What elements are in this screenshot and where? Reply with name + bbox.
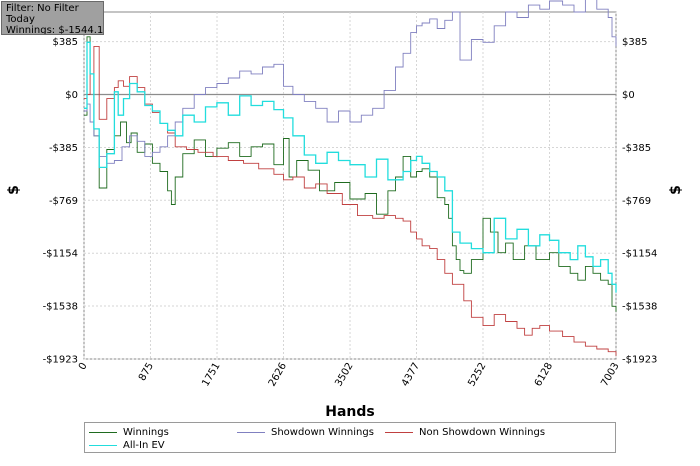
legend-item-showdown: Showdown Winnings bbox=[237, 426, 374, 438]
x-tick-label: 1751 bbox=[200, 361, 222, 389]
y-tick-label-right: -$1538 bbox=[622, 302, 657, 313]
legend-item-winnings: Winnings bbox=[89, 426, 169, 438]
y-tick-label-right: $385 bbox=[622, 37, 647, 48]
y-tick-label-left: -$1923 bbox=[43, 355, 78, 366]
x-tick-label: 4377 bbox=[400, 361, 422, 389]
y-tick-label-right: -$385 bbox=[622, 143, 651, 154]
y-tick-label-left: $385 bbox=[53, 37, 78, 48]
legend-label-showdown: Showdown Winnings bbox=[271, 426, 374, 438]
y-tick-label-right: -$769 bbox=[622, 196, 651, 207]
y-tick-label-right: -$1154 bbox=[622, 249, 657, 260]
period-label: Today bbox=[6, 14, 35, 25]
legend-item-all-in-ev: All-In EV bbox=[89, 439, 165, 451]
winnings-label: Winnings: $-1544.13 bbox=[6, 25, 104, 35]
y-axis-title-left: $ bbox=[6, 185, 22, 195]
series-line-all-in-ev bbox=[84, 41, 617, 293]
y-tick-label-left: -$1154 bbox=[43, 249, 78, 260]
filter-info-box: Filter: No Filter Today Winnings: $-1544… bbox=[1, 1, 104, 35]
x-tick-label: 3502 bbox=[333, 361, 355, 389]
legend-swatch-non-showdown bbox=[385, 431, 413, 433]
legend-swatch-all-in-ev bbox=[89, 444, 117, 446]
y-tick-label-left: -$385 bbox=[49, 143, 78, 154]
legend-swatch-winnings bbox=[89, 431, 117, 433]
y-tick-label-right: -$1923 bbox=[622, 355, 657, 366]
x-tick-label: 7003 bbox=[599, 361, 621, 389]
y-tick-label-left: $0 bbox=[65, 90, 78, 101]
legend-label-all-in-ev: All-In EV bbox=[123, 439, 165, 451]
y-axis-title-right: $ bbox=[668, 185, 684, 195]
series-line-non-showdown-winnings bbox=[84, 45, 617, 356]
series-layer bbox=[84, 0, 617, 356]
y-tick-label-left: -$769 bbox=[49, 196, 78, 207]
x-axis-title: Hands bbox=[325, 404, 375, 420]
x-tick-label: 875 bbox=[137, 361, 156, 383]
x-tick-label: 2626 bbox=[267, 361, 289, 389]
series-line-showdown-winnings bbox=[84, 0, 617, 164]
x-tick-label: 5252 bbox=[466, 361, 488, 389]
legend-label-winnings: Winnings bbox=[123, 426, 169, 438]
filter-label: Filter: No Filter bbox=[6, 3, 79, 14]
y-tick-label-left: -$1538 bbox=[43, 302, 78, 313]
x-tick-label: 0 bbox=[77, 361, 90, 372]
legend-item-non-showdown: Non Showdown Winnings bbox=[385, 426, 545, 438]
legend: Winnings Showdown Winnings Non Showdown … bbox=[84, 422, 616, 453]
y-tick-label-right: $0 bbox=[622, 90, 635, 101]
legend-label-non-showdown: Non Showdown Winnings bbox=[419, 426, 546, 438]
legend-swatch-showdown bbox=[237, 431, 265, 433]
x-tick-label: 6128 bbox=[533, 361, 555, 389]
